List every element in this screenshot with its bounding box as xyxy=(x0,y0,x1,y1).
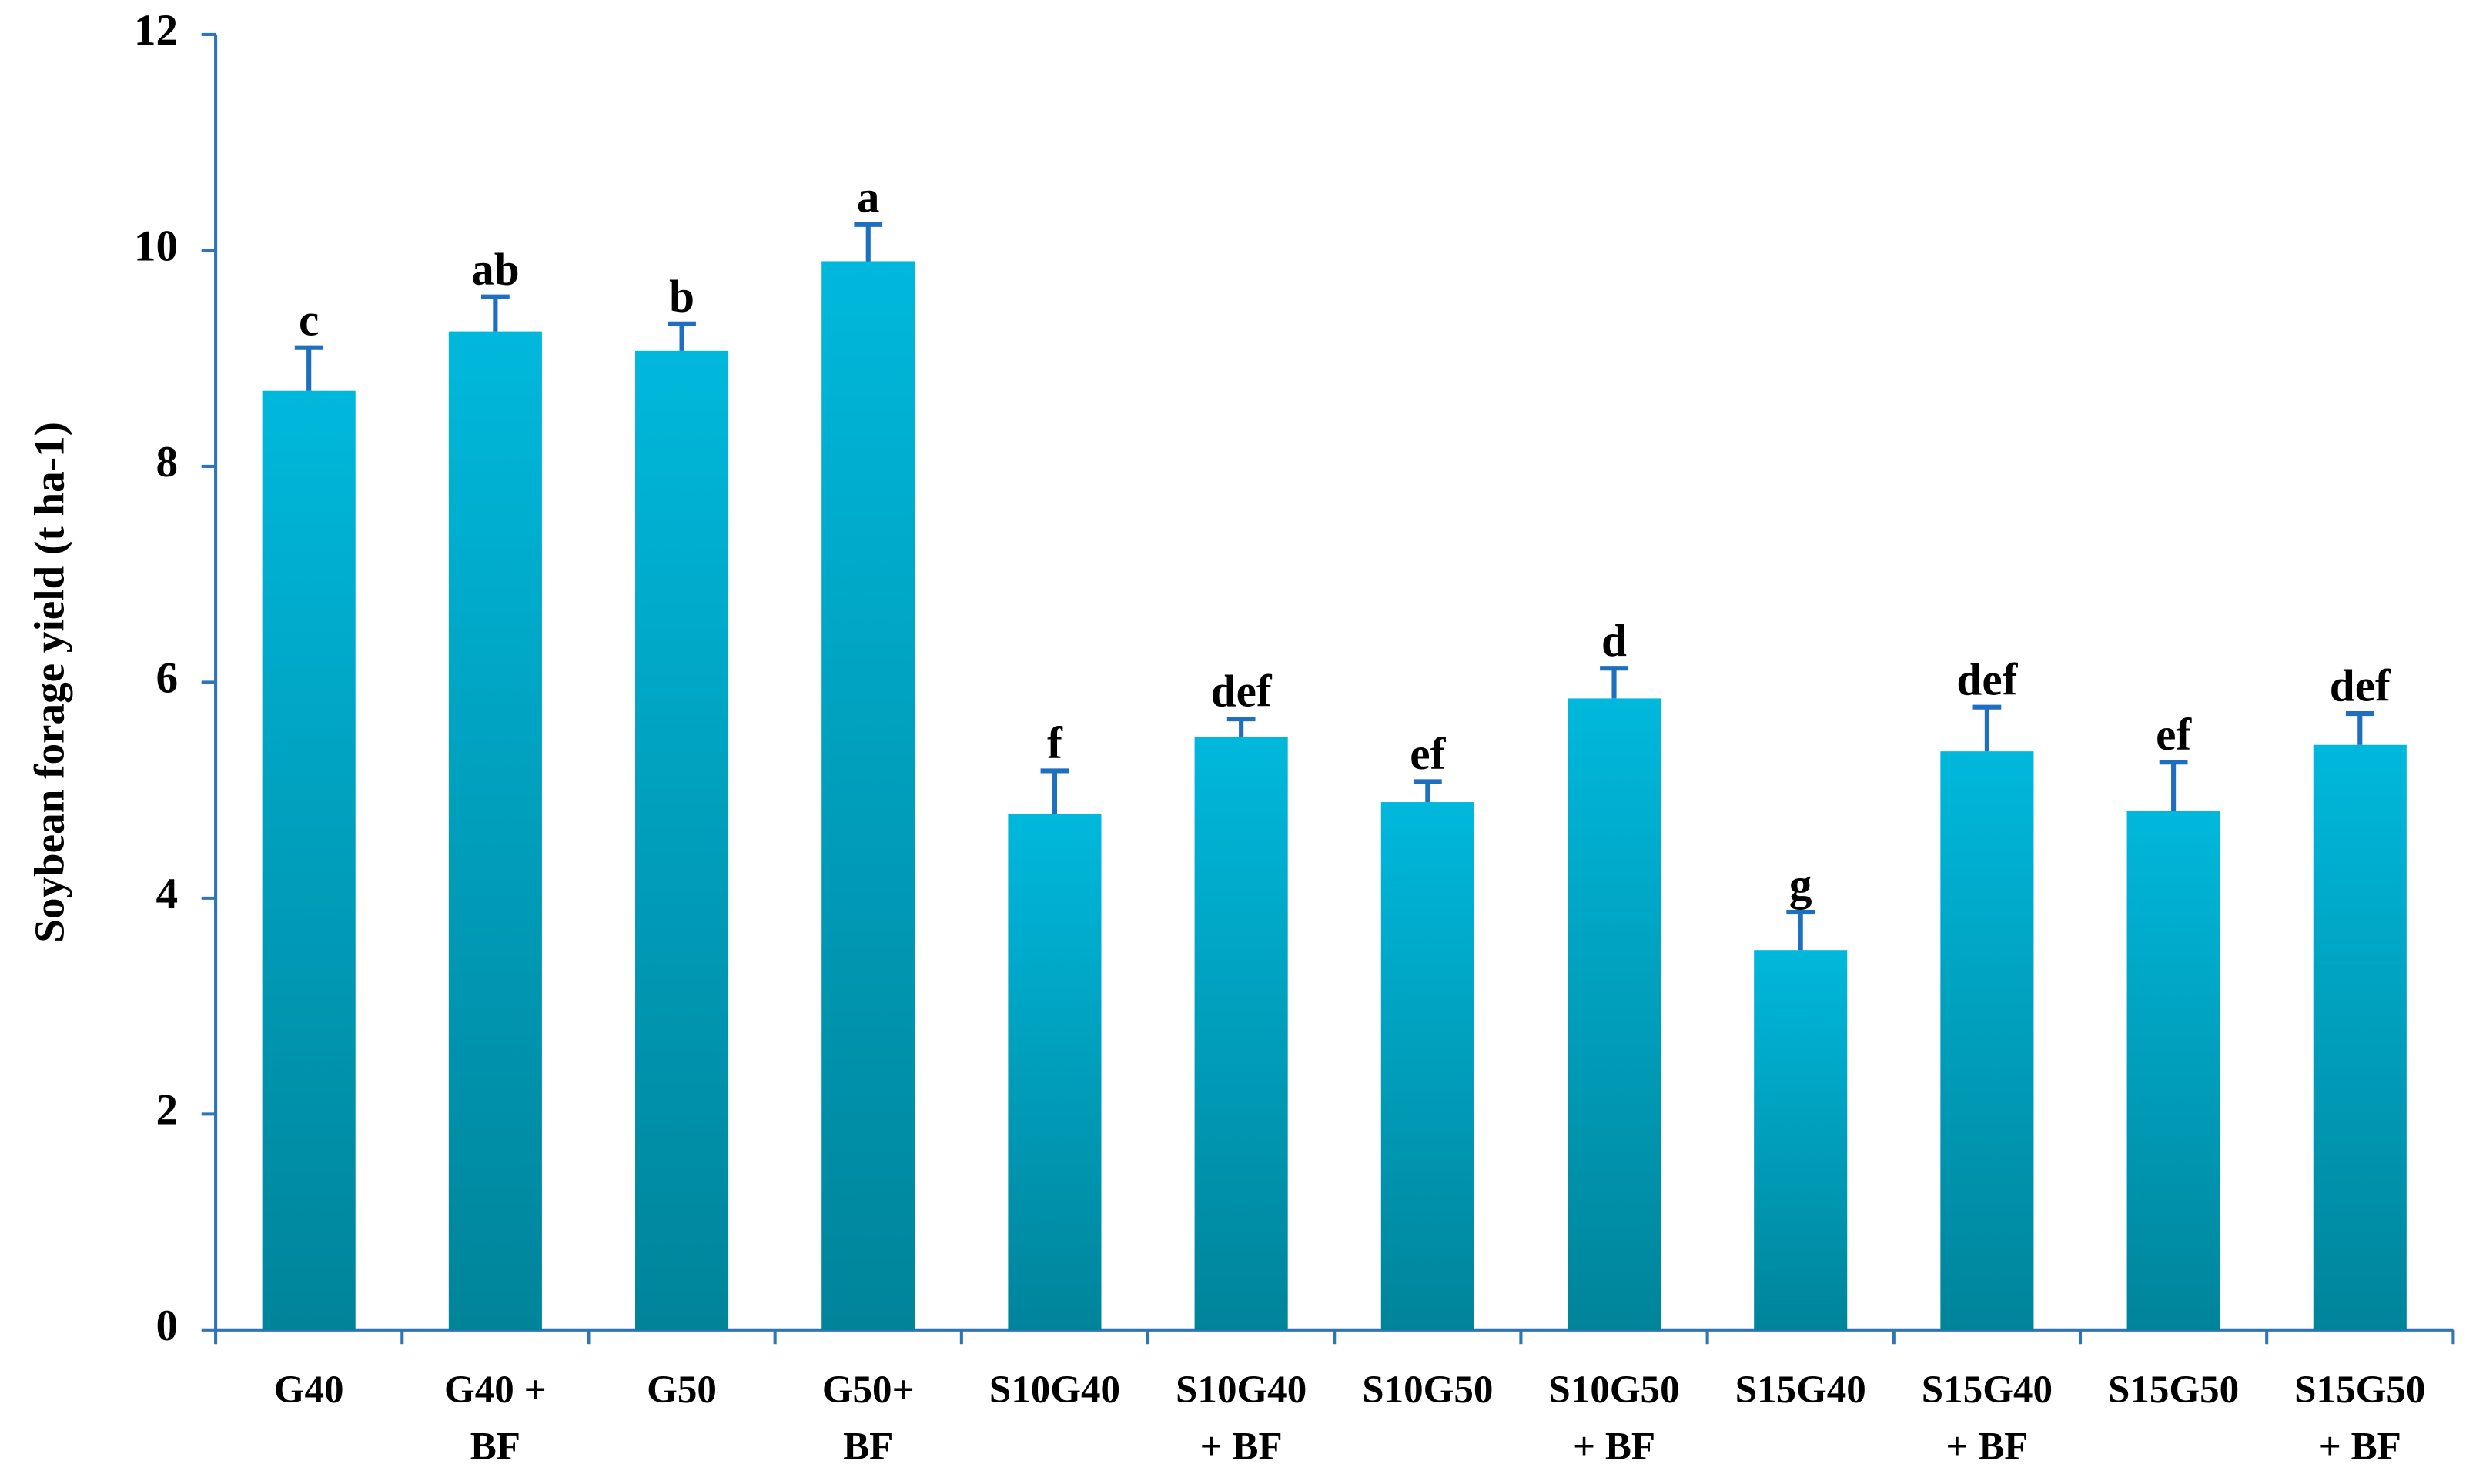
bar xyxy=(821,261,915,1330)
x-tick-label: BF xyxy=(470,1425,520,1468)
error-bar xyxy=(1040,768,1069,814)
y-tick-label: 12 xyxy=(134,6,178,55)
x-tick-label: G50 xyxy=(647,1369,717,1412)
bar xyxy=(1940,751,2034,1330)
bar xyxy=(1194,737,1288,1330)
error-bar xyxy=(294,345,323,391)
x-tick-label: S15G40 xyxy=(1735,1369,1866,1412)
y-tick-label: 6 xyxy=(156,654,178,703)
significance-letter: def xyxy=(2330,660,2391,711)
error-bar xyxy=(1786,910,1815,951)
error-bar xyxy=(1413,779,1442,803)
y-tick-label: 2 xyxy=(156,1085,178,1134)
significance-letter: ef xyxy=(2156,709,2192,760)
x-tick-label: S10G40 xyxy=(989,1369,1120,1412)
x-tick-label: + BF xyxy=(1946,1425,2028,1468)
bar xyxy=(448,331,542,1330)
bar xyxy=(635,350,729,1330)
error-bar xyxy=(1226,717,1256,737)
y-axis-label: Soybean forage yield (t ha-1) xyxy=(25,422,72,943)
significance-letter: def xyxy=(1956,653,2018,704)
bar xyxy=(1567,698,1661,1330)
y-tick-label: 8 xyxy=(156,438,178,486)
error-bar xyxy=(854,222,883,262)
x-tick-label: S15G50 xyxy=(2294,1369,2425,1412)
bar xyxy=(1008,814,1102,1330)
significance-letter: f xyxy=(1047,717,1063,768)
x-tick-label: S15G40 xyxy=(1922,1369,2053,1412)
significance-letter: a xyxy=(857,171,880,222)
significance-letter: d xyxy=(1601,615,1627,666)
x-tick-label: S15G50 xyxy=(2108,1369,2239,1412)
significance-letter: b xyxy=(669,270,694,321)
significance-letter: ef xyxy=(1410,728,1446,779)
error-bar xyxy=(668,321,696,351)
x-tick-label: + BF xyxy=(1200,1425,1283,1468)
error-bar xyxy=(2159,760,2188,811)
bar xyxy=(1380,802,1474,1330)
bar xyxy=(1754,950,1848,1330)
bar xyxy=(2126,811,2220,1330)
x-tick-label: BF xyxy=(843,1425,893,1468)
x-tick-label: + BF xyxy=(2319,1425,2401,1468)
x-tick-label: S10G50 xyxy=(1362,1369,1493,1412)
y-tick-label: 4 xyxy=(156,870,178,918)
x-tick-label: S10G50 xyxy=(1548,1369,1679,1412)
error-bar xyxy=(1972,704,2002,752)
error-bar xyxy=(480,294,510,332)
x-tick-label: S10G40 xyxy=(1176,1369,1307,1412)
significance-letter: def xyxy=(1211,666,1273,717)
x-tick-label: G40 xyxy=(274,1369,344,1412)
error-bar xyxy=(2345,710,2374,745)
y-tick-label: 0 xyxy=(156,1302,178,1350)
x-tick-label: G40 + xyxy=(444,1369,547,1412)
significance-letter: g xyxy=(1789,859,1812,910)
significance-letter: ab xyxy=(471,243,520,294)
significance-letter: c xyxy=(299,294,319,345)
x-tick-label: + BF xyxy=(1573,1425,1655,1468)
bar xyxy=(262,390,356,1330)
x-tick-label: G50+ xyxy=(822,1369,915,1412)
error-bar xyxy=(1600,666,1628,699)
bar xyxy=(2313,744,2407,1330)
y-tick-label: 10 xyxy=(134,222,178,271)
